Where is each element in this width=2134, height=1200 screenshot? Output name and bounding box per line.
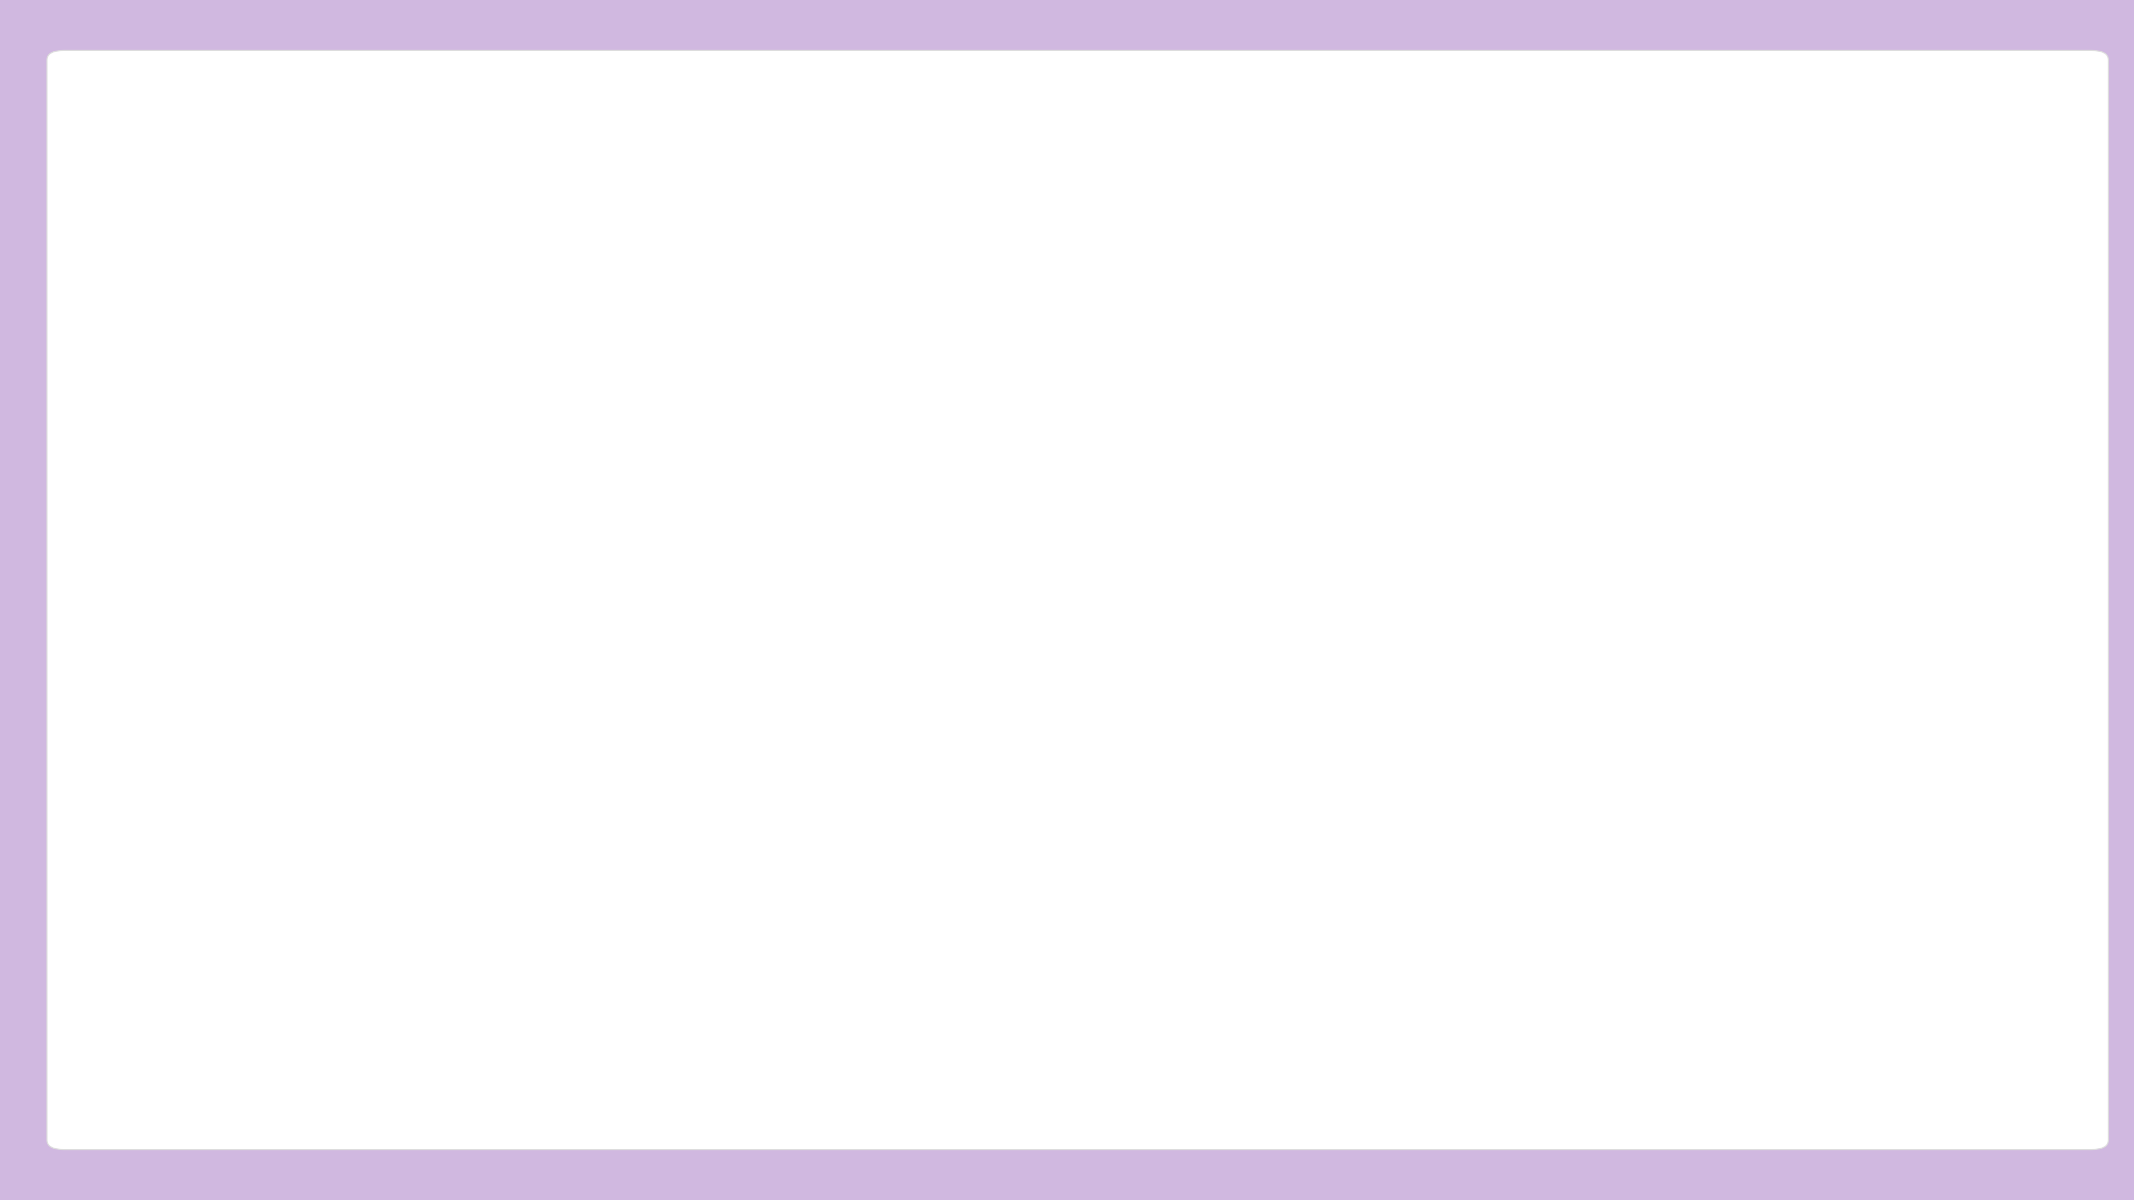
Text: Number of hours booked for focus time among enrolled employees in your org: Number of hours booked for focus time am… <box>149 103 1297 132</box>
